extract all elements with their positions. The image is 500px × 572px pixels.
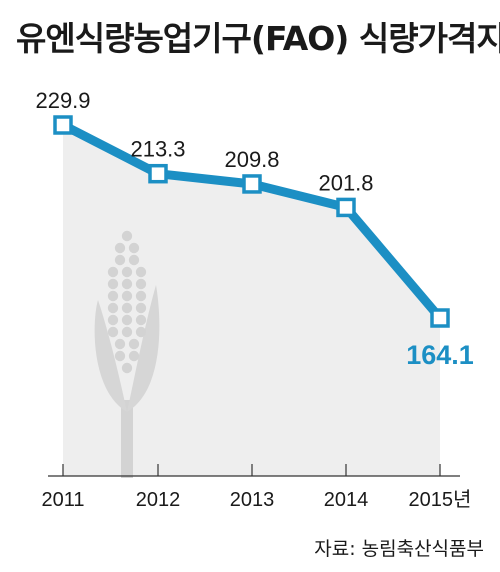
data-label-2014: 201.8 — [318, 170, 373, 195]
x-tick-label: 2011 — [41, 489, 84, 511]
data-point-2011 — [53, 115, 73, 135]
data-label-2011: 229.9 — [35, 88, 90, 113]
corn-icon — [94, 230, 160, 478]
x-tick-label: 2015년 — [409, 488, 472, 511]
data-point-2014 — [336, 197, 356, 218]
data-point-2015년 — [430, 308, 450, 328]
x-axis: 2011 2012 2013 2014 2015년 — [41, 464, 471, 511]
source-note: 자료: 농림축산식품부 — [314, 538, 484, 560]
data-labels: 229.9 213.3 209.8 201.8 164.1 — [35, 88, 473, 370]
data-point-2013 — [242, 174, 262, 194]
x-tick-label: 2013 — [230, 489, 275, 511]
series-markers — [53, 115, 450, 328]
data-label-2012: 213.3 — [130, 137, 185, 162]
data-label-2013: 209.8 — [224, 147, 279, 172]
x-tick-label: 2014 — [324, 489, 369, 511]
data-point-2012 — [148, 163, 168, 184]
chart-title: 유엔식량농업기구(FAO) 식량가격지수 — [16, 19, 500, 58]
x-tick-label: 2012 — [136, 489, 181, 511]
data-label-2015년: 164.1 — [406, 340, 474, 370]
